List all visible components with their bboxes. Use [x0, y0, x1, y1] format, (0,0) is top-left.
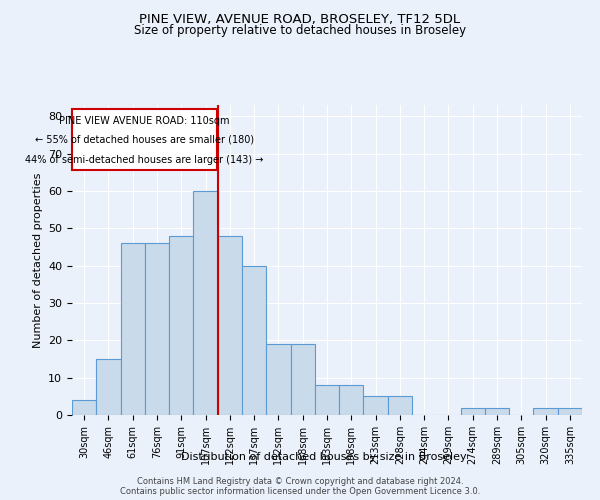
Bar: [169, 236, 193, 415]
Text: Size of property relative to detached houses in Broseley: Size of property relative to detached ho…: [134, 24, 466, 37]
Text: 44% of semi-detached houses are larger (143) →: 44% of semi-detached houses are larger (…: [25, 155, 263, 165]
Text: Distribution of detached houses by size in Broseley: Distribution of detached houses by size …: [181, 452, 467, 462]
Bar: [242, 266, 266, 415]
Bar: [315, 385, 339, 415]
Bar: [533, 408, 558, 415]
Bar: [121, 243, 145, 415]
Y-axis label: Number of detached properties: Number of detached properties: [32, 172, 43, 348]
Text: ← 55% of detached houses are smaller (180): ← 55% of detached houses are smaller (18…: [35, 134, 254, 144]
Text: PINE VIEW, AVENUE ROAD, BROSELEY, TF12 5DL: PINE VIEW, AVENUE ROAD, BROSELEY, TF12 5…: [139, 12, 461, 26]
Bar: [266, 344, 290, 415]
Bar: [145, 243, 169, 415]
Bar: [290, 344, 315, 415]
Bar: [72, 400, 96, 415]
Bar: [193, 191, 218, 415]
Bar: [388, 396, 412, 415]
Bar: [461, 408, 485, 415]
FancyBboxPatch shape: [72, 108, 217, 170]
Text: Contains public sector information licensed under the Open Government Licence 3.: Contains public sector information licen…: [120, 486, 480, 496]
Bar: [339, 385, 364, 415]
Text: Contains HM Land Registry data © Crown copyright and database right 2024.: Contains HM Land Registry data © Crown c…: [137, 476, 463, 486]
Bar: [96, 359, 121, 415]
Text: PINE VIEW AVENUE ROAD: 110sqm: PINE VIEW AVENUE ROAD: 110sqm: [59, 116, 229, 126]
Bar: [218, 236, 242, 415]
Bar: [364, 396, 388, 415]
Bar: [485, 408, 509, 415]
Bar: [558, 408, 582, 415]
